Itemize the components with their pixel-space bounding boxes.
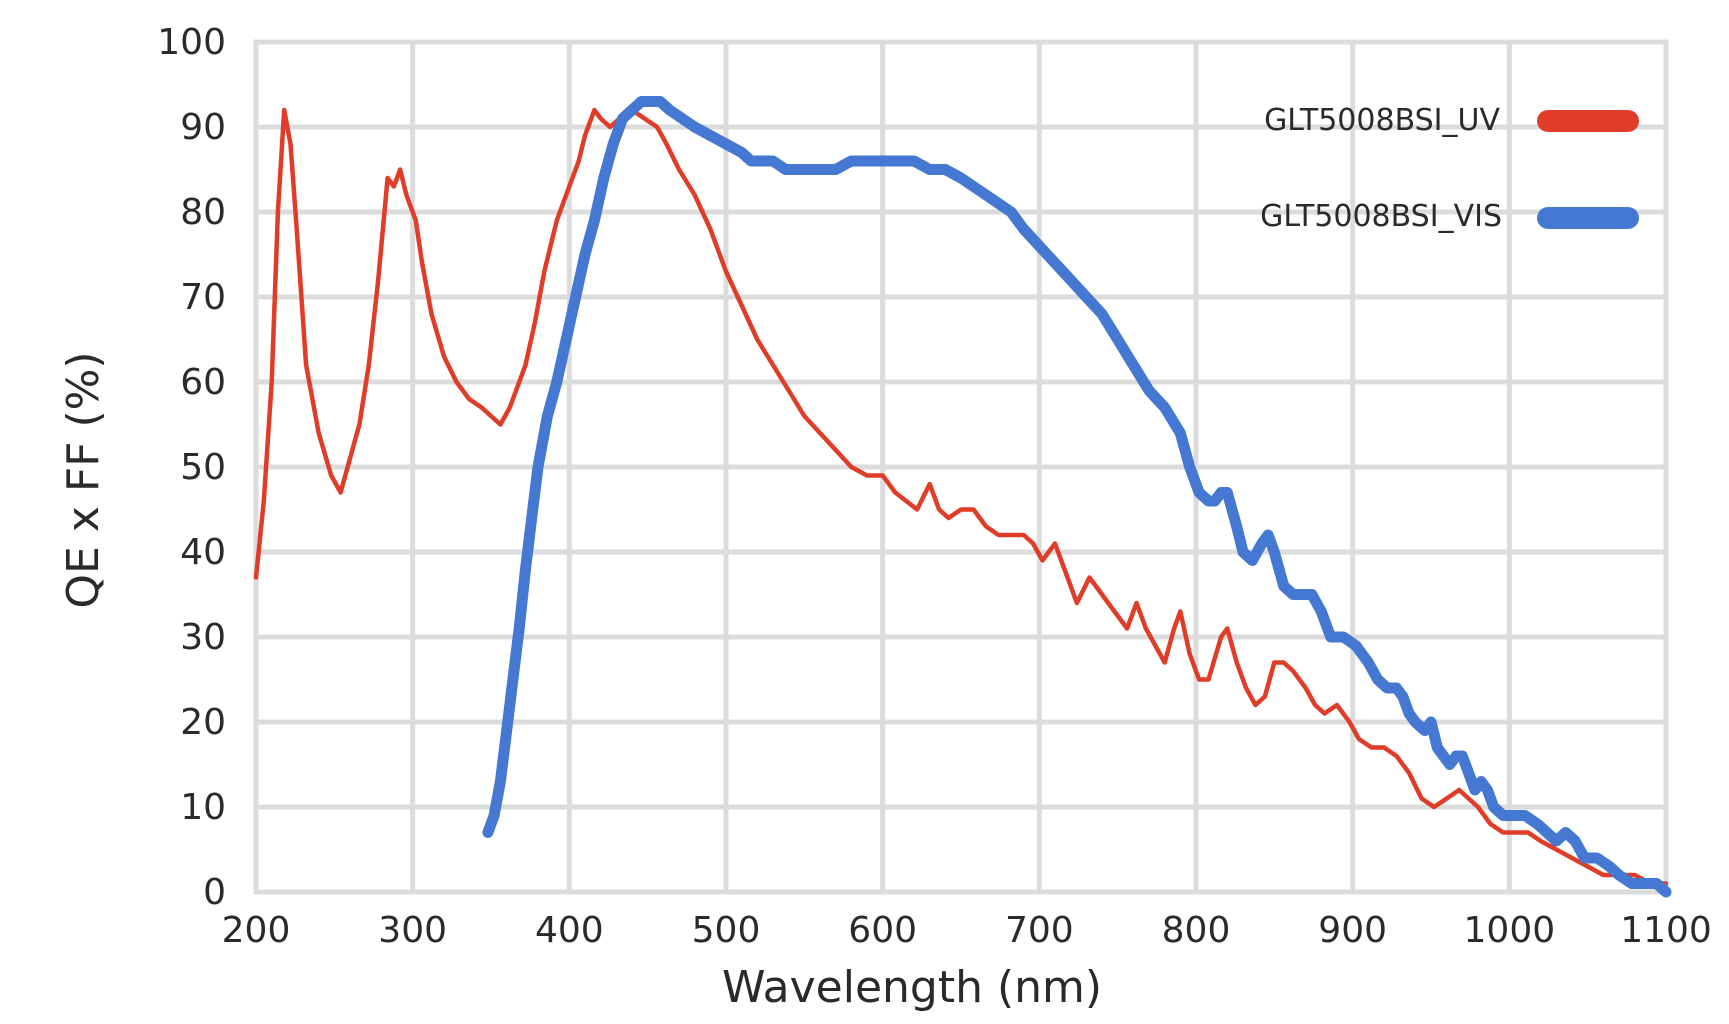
y-tick-label-90: 90 <box>180 107 226 148</box>
legend: GLT5008BSI_UV GLT5008BSI_VIS <box>1260 103 1639 234</box>
x-tick-label-600: 600 <box>848 910 917 951</box>
y-tick-label-0: 0 <box>203 872 226 913</box>
x-tick-label-800: 800 <box>1162 910 1231 951</box>
x-tick-label-500: 500 <box>692 910 761 951</box>
x-tick-label-1100: 1100 <box>1620 910 1712 951</box>
x-tick-label-400: 400 <box>535 910 604 951</box>
tick-labels: 200 300 400 500 600 700 800 900 1000 1100 0 10 20 30 4… <box>157 22 1712 951</box>
legend-label-uv: GLT5008BSI_UV <box>1264 103 1500 138</box>
x-tick-label-300: 300 <box>378 910 447 951</box>
x-tick-label-700: 700 <box>1005 910 1074 951</box>
series-line-glt5008bsi-uv <box>253 107 1669 886</box>
y-tick-label-30: 30 <box>180 617 226 658</box>
x-axis-title: Wavelength (nm) <box>722 962 1102 1013</box>
y-tick-label-60: 60 <box>180 362 226 403</box>
x-tick-label-200: 200 <box>222 910 291 951</box>
series-line-glt5008bsi-vis <box>482 96 1672 898</box>
series-lines <box>253 96 1672 898</box>
legend-label-vis: GLT5008BSI_VIS <box>1260 199 1502 234</box>
y-axis-title: QE x FF (%) <box>58 351 109 608</box>
y-tick-label-100: 100 <box>157 22 226 63</box>
plot-frame <box>253 39 1669 895</box>
y-tick-label-80: 80 <box>180 192 226 233</box>
y-tick-label-70: 70 <box>180 277 226 318</box>
x-tick-label-1000: 1000 <box>1464 910 1556 951</box>
y-tick-label-10: 10 <box>180 787 226 828</box>
x-tick-label-900: 900 <box>1318 910 1387 951</box>
y-tick-label-50: 50 <box>180 447 226 488</box>
y-tick-label-40: 40 <box>180 532 226 573</box>
y-tick-label-20: 20 <box>180 702 226 743</box>
